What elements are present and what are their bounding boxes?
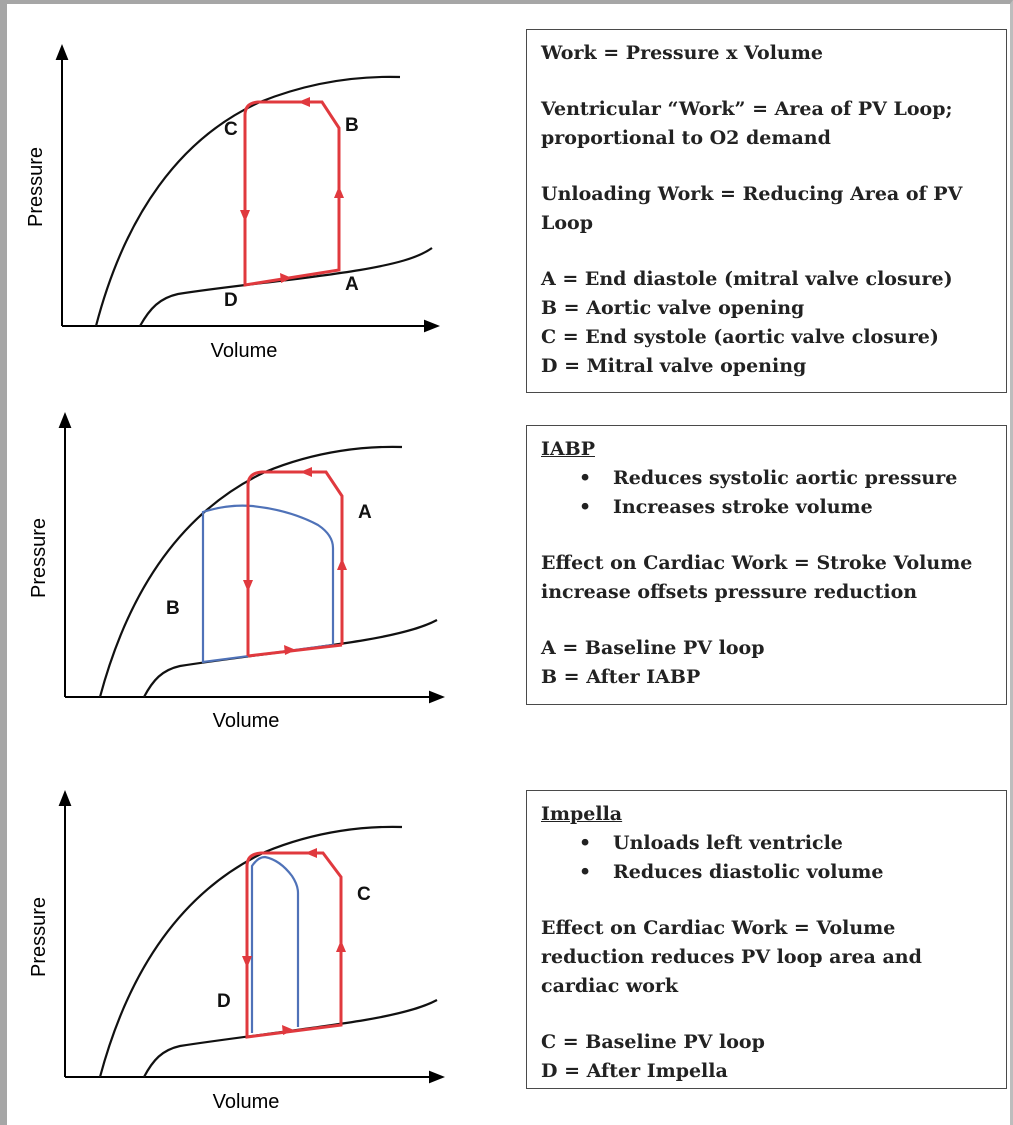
loop-arrow: [337, 558, 347, 570]
point-label-a: A: [345, 274, 359, 295]
legend-b: B = After IABP: [541, 666, 701, 688]
edpvr-curve: [143, 999, 438, 1078]
impella-effect: Effect on Cardiac Work = Volume reductio…: [541, 917, 922, 997]
iabp-effect: Effect on Cardiac Work = Stroke Volume i…: [541, 552, 973, 603]
espvr-curve: [98, 445, 403, 698]
edpvr-curve: [139, 247, 433, 327]
y-axis-label: Pressure: [28, 897, 50, 977]
iabp-heading: IABP: [541, 438, 595, 460]
loop-arrow: [240, 210, 250, 222]
x-axis-label: Volume: [213, 1091, 280, 1113]
point-label-c: C: [357, 884, 371, 905]
list-item: Increases stroke volume: [541, 493, 992, 522]
device-loop: [201, 504, 335, 664]
impella-heading: Impella: [541, 803, 623, 825]
legend-b: B = Aortic valve opening: [541, 297, 805, 319]
espvr-curve: [98, 825, 403, 1078]
point-label-a: A: [358, 502, 372, 523]
legend-d: D = After Impella: [541, 1060, 728, 1082]
x-axis-label: Volume: [211, 340, 278, 362]
loop-arrow: [334, 186, 344, 198]
y-axis-label: Pressure: [25, 147, 47, 227]
legend-c: C = Baseline PV loop: [541, 1031, 765, 1053]
legend-c: C = End systole (aortic valve closure): [541, 326, 939, 348]
baseline-loop: [246, 470, 344, 656]
point-label-b: B: [166, 598, 180, 619]
loop-arrow: [282, 1025, 294, 1035]
loop-arrow: [242, 956, 252, 968]
list-item: Reduces diastolic volume: [541, 858, 992, 887]
panel-baseline-plot: A B C D Volume Pressure: [25, 44, 440, 362]
ventricular-work-definition: Ventricular “Work” = Area of PV Loop; pr…: [541, 98, 953, 149]
impella-info-box: Impella Unloads left ventricle Reduces d…: [526, 790, 1007, 1089]
legend-d: D = Mitral valve opening: [541, 355, 807, 377]
panel-iabp-plot: A B Volume Pressure: [28, 412, 445, 732]
baseline-info-box: Work = Pressure x Volume Ventricular “Wo…: [526, 29, 1007, 393]
loop-arrow: [284, 645, 296, 655]
point-label-d: D: [217, 991, 231, 1012]
work-definition: Work = Pressure x Volume: [541, 42, 823, 64]
iabp-bullet-list: Reduces systolic aortic pressure Increas…: [541, 464, 992, 522]
baseline-loop: [245, 851, 343, 1039]
iabp-info-box: IABP Reduces systolic aortic pressure In…: [526, 425, 1007, 705]
device-loop: [250, 855, 300, 1033]
loop-arrow: [243, 580, 253, 592]
loop-arrow: [336, 940, 346, 952]
panel-impella-plot: C D Volume Pressure: [28, 790, 445, 1113]
loop-arrow: [300, 467, 312, 477]
list-item: Unloads left ventricle: [541, 829, 992, 858]
point-label-d: D: [224, 290, 238, 311]
y-axis-label: Pressure: [28, 518, 50, 598]
edpvr-curve: [143, 619, 438, 698]
legend-a: A = Baseline PV loop: [541, 637, 765, 659]
baseline-loop: [243, 100, 341, 287]
loop-arrow: [305, 848, 317, 858]
espvr-curve: [94, 75, 401, 327]
point-label-c: C: [224, 119, 238, 140]
loop-arrow: [298, 97, 310, 107]
legend-a: A = End diastole (mitral valve closure): [541, 268, 953, 290]
x-axis-label: Volume: [213, 710, 280, 732]
point-label-b: B: [345, 115, 359, 136]
unloading-work-definition: Unloading Work = Reducing Area of PV Loo…: [541, 183, 963, 234]
baseline-loop-fill-edge: [247, 643, 343, 658]
impella-bullet-list: Unloads left ventricle Reduces diastolic…: [541, 829, 992, 887]
loop-arrow: [280, 273, 292, 283]
list-item: Reduces systolic aortic pressure: [541, 464, 992, 493]
